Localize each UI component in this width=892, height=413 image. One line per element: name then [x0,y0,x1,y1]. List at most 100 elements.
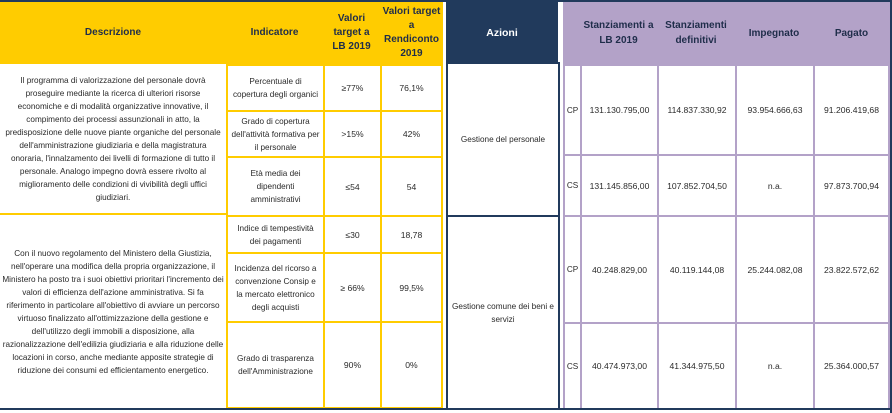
header-descrizione-label: Descrizione [84,27,142,38]
indicatore-name: Percentuale di copertura degli organici [232,77,319,99]
header-impegnato: Impegnato [735,2,813,64]
right-edge [890,0,892,413]
section-1-cp-stanz-lb: 131.130.795,00 [580,64,659,156]
target-lb-value: >15% [341,129,364,139]
section-2-indicatore-1: Indice di tempestività dei pagamenti [226,215,325,254]
top-border [0,0,892,2]
azione-label: Gestione del personale [460,135,546,144]
header-azioni: Azioni [446,2,558,64]
header-target-rendiconto-label: Valori target a Rendiconto 2019 [382,6,441,59]
amount: 23.822.572,62 [824,264,879,275]
section-1-indicatore-3: Età media dei dipendenti amministrativi [226,156,325,217]
yellow-divider [441,64,443,409]
amount: 25.244.082,08 [747,264,803,275]
amount: n.a. [767,180,783,191]
section-2-azione: Gestione comune dei beni e servizi [446,215,560,410]
target-lb-value: ≤30 [345,229,360,240]
header-gap [443,2,446,64]
section-2-cp-stanz-lb: 40.248.829,00 [580,215,659,324]
section-2-cs-pagato: 25.364.000,57 [813,322,890,410]
target-rendiconto-value: 18,78 [400,229,423,240]
section-1-azione: Gestione del personale [446,62,560,217]
tipo-label: CS [566,361,579,371]
target-lb-value: 90% [343,360,362,370]
header-stanziamenti-definitivi-label: Stanziamenti definitivi [665,20,727,46]
header-azioni-label: Azioni [486,27,518,39]
target-lb-value: ≥ 66% [340,282,365,293]
section-2-descrizione: Con il nuovo regolamento del Ministero d… [0,215,226,408]
tipo-label: CS [566,181,579,190]
section-2-cp-impegnato: 25.244.082,08 [735,215,815,324]
header-stanziamenti-lb: Stanziamenti a LB 2019 [580,2,657,64]
header-target-lb: Valori target a LB 2019 [323,2,380,64]
section-2-target-lb-2: ≥ 66% [323,252,382,323]
section-2-cp-pagato: 23.822.572,62 [813,215,890,324]
amount: n.a. [767,361,783,371]
target-rendiconto-value: 54 [406,181,417,192]
section-1-cp-impegnato: 93.954.666,63 [735,64,815,156]
header-descrizione: Descrizione [0,2,226,64]
section-2-target-rend-3: 0% [380,321,443,409]
amount: 41.344.975,50 [669,361,725,371]
amount: 91.206.419,68 [824,105,879,115]
section-2-cs-stanz-def: 41.344.975,50 [657,322,737,410]
indicatore-name: Grado di trasparenza dell'Amministrazion… [237,354,314,376]
section-1-descrizione-text: Il programma di valorizzazione del perso… [5,75,221,202]
amount: 40.248.829,00 [592,264,647,275]
amount: 114.837.330,92 [667,105,727,115]
section-1-cs-stanz-lb: 131.145.856,00 [580,154,659,217]
header-pagato-label: Pagato [834,27,869,39]
section-2-target-rend-1: 18,78 [380,215,443,254]
section-2-target-lb-3: 90% [323,321,382,409]
section-1-cp-stanz-def: 114.837.330,92 [657,64,737,156]
section-2-target-rend-2: 99,5% [380,252,443,323]
section-1-cp-pagato: 91.206.419,68 [813,64,890,156]
amount: 131.130.795,00 [589,105,650,115]
amount: 131.145.856,00 [589,180,650,191]
amount: 25.364.000,57 [824,361,879,371]
section-1-cs-impegnato: n.a. [735,154,815,217]
section-1-cs-pagato: 97.873.700,94 [813,154,890,217]
section-1-target-rend-1: 76,1% [380,64,443,112]
header-impegnato-label: Impegnato [748,27,800,39]
section-1-target-rend-2: 42% [380,110,443,158]
target-lb-value: ≥77% [341,83,364,93]
header-stanziamenti-definitivi: Stanziamenti definitivi [657,2,735,64]
header-target-lb-label: Valori target a LB 2019 [332,13,371,52]
amount: 107.852.704,50 [667,180,727,191]
azione-label: Gestione comune dei beni e servizi [452,301,554,324]
amount: 97.873.700,94 [824,180,879,191]
section-2-indicatore-2: Incidenza del ricorso a convenzione Cons… [226,252,325,323]
target-rendiconto-value: 76,1% [399,83,424,93]
header-stanziamenti-lb-label: Stanziamenti a LB 2019 [583,20,654,46]
amount: 93.954.666,63 [747,105,803,115]
section-1-indicatore-1: Percentuale di copertura degli organici [226,64,325,112]
indicatore-name: Incidenza del ricorso a convenzione Cons… [234,263,317,312]
section-1-target-rend-3: 54 [380,156,443,217]
header-gap-2 [558,2,563,64]
section-2-indicatore-3: Grado di trasparenza dell'Amministrazion… [226,321,325,409]
amount: 40.474.973,00 [592,361,647,371]
tipo-label: CP [566,265,579,274]
indicatore-name: Indice di tempestività dei pagamenti [237,223,314,246]
section-2-cs-stanz-lb: 40.474.973,00 [580,322,659,410]
section-1-target-lb-2: >15% [323,110,382,158]
section-1-target-lb-3: ≤54 [323,156,382,217]
section-1-indicatore-2: Grado di copertura dell'attività formati… [226,110,325,158]
target-rendiconto-value: 0% [405,360,418,370]
amount: 40.119.144,08 [669,264,725,275]
header-indicatore-label: Indicatore [250,27,299,38]
header-pagato: Pagato [813,2,890,64]
indicatore-name: Grado di copertura dell'attività formati… [231,116,320,152]
target-rendiconto-value: 42% [402,129,421,139]
target-rendiconto-value: 99,5% [399,282,424,293]
tipo-label: CP [566,105,579,115]
bottom-border [0,408,892,410]
header-target-rendiconto: Valori target a Rendiconto 2019 [380,2,443,64]
section-1-descrizione: Il programma di valorizzazione del perso… [0,64,226,215]
section-2-cs-impegnato: n.a. [735,322,815,410]
section-1-cs-stanz-def: 107.852.704,50 [657,154,737,217]
header-indicatore: Indicatore [226,2,323,64]
section-2-target-lb-1: ≤30 [323,215,382,254]
section-1-target-lb-1: ≥77% [323,64,382,112]
